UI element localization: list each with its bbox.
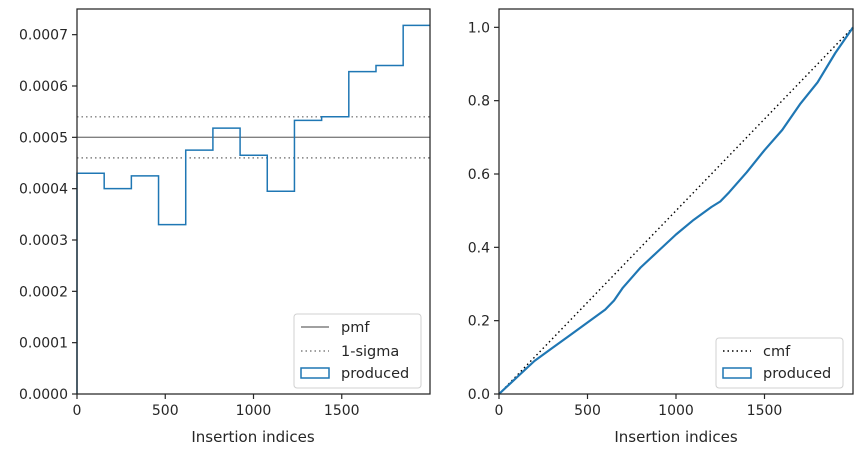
right-x-axis-label: Insertion indices (614, 428, 737, 446)
x-tick-label: 0 (495, 403, 504, 419)
x-tick-label: 1000 (236, 403, 272, 419)
y-tick-label: 0.4 (468, 240, 490, 256)
legend-cmf-label: cmf (763, 344, 791, 360)
right-y-ticks: 0.0 0.2 0.4 0.6 0.8 1.0 (468, 20, 499, 403)
left-legend-box (293, 313, 422, 389)
y-tick-label: 1.0 (468, 20, 490, 36)
legend-produced-label-right: produced (763, 366, 831, 382)
y-tick-label: 0.0001 (19, 336, 68, 352)
y-tick-label: 0.6 (468, 167, 490, 183)
y-tick-label: 0.2 (468, 314, 490, 330)
right-axes-frame (498, 8, 854, 395)
x-tick-label: 1500 (324, 403, 360, 419)
x-tick-label: 500 (152, 403, 179, 419)
left-legend: pmf 1-sigma produced (293, 313, 422, 389)
legend-produced-swatch (300, 367, 330, 379)
y-tick-label: 0.0 (468, 387, 490, 403)
produced-cumulative-series (498, 26, 854, 395)
x-tick-label: 1000 (658, 403, 694, 419)
legend-produced-swatch-right (722, 367, 752, 379)
left-chart: 0 500 1000 1500 0.00000.00010.00020.00030.0… (19, 8, 431, 446)
x-tick-label: 500 (574, 403, 601, 419)
left-x-ticks: 0 500 1000 1500 (73, 394, 360, 419)
left-y-ticks: 0.0000 0.0001 0.0002 0.0003 0.0004 0.0005 0.00… (19, 28, 77, 403)
legend-1-sigma-label: 1-sigma (341, 344, 399, 360)
produced-step-series (76, 24, 430, 394)
y-tick-label: 0.0005 (19, 130, 68, 146)
x-tick-label: 0 (73, 403, 82, 419)
y-tick-label: 0.0003 (19, 233, 68, 249)
legend-produced-label: produced (341, 366, 409, 382)
legend-pmf-label: pmf (341, 320, 370, 336)
right-legend-box (715, 337, 844, 389)
right-chart: 0 500 1000 1500 0.0 0.2 0.4 0.6 0.8 1.0 Insertio… (468, 8, 854, 446)
right-plot-area (498, 26, 854, 395)
y-tick-label: 0.0004 (19, 182, 68, 198)
right-x-ticks: 0 500 1000 1500 (495, 394, 783, 419)
right-legend: cmf produced (715, 337, 844, 389)
left-x-axis-label: Insertion indices (191, 428, 314, 446)
y-tick-label: 0.0002 (19, 284, 68, 300)
x-tick-label: 1500 (747, 403, 783, 419)
y-tick-label: 0.0000 (19, 387, 68, 403)
y-tick-label: 0.0006 (19, 79, 68, 95)
left-plot-area (76, 24, 430, 394)
y-tick-label: 0.0007 (19, 28, 68, 44)
y-tick-label: 0.8 (468, 94, 490, 110)
